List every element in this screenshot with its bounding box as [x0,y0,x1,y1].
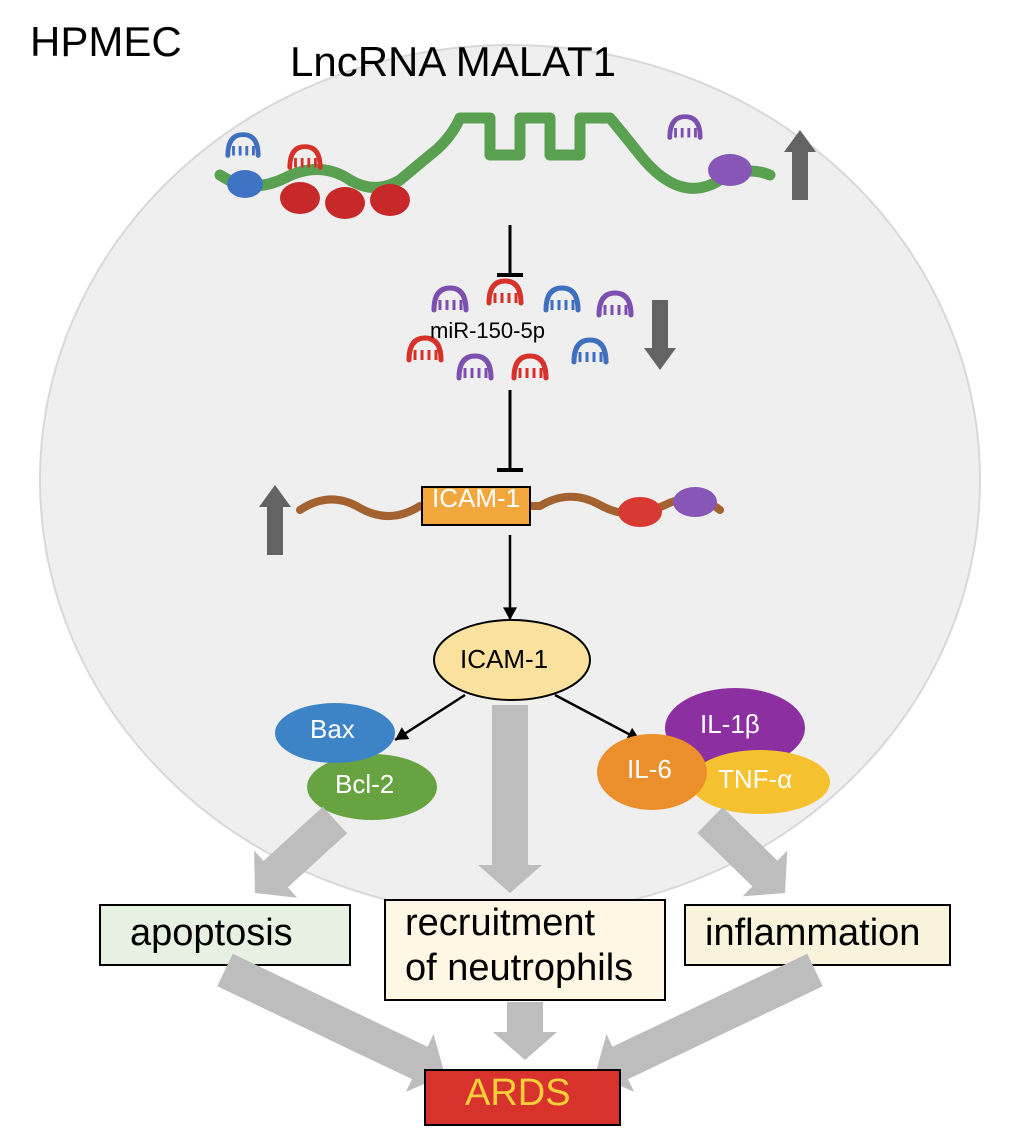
bax-label: Bax [310,714,355,745]
lncrna-bead [708,154,752,186]
lncrna-bead [325,187,365,219]
recruit_l1-label: recruitment [405,902,595,945]
reg-arrow [792,152,808,200]
icam-bead [618,497,662,527]
icam_box-label: ICAM-1 [432,483,520,514]
lncrna-bead [280,182,320,214]
reg-arrow [267,507,283,555]
il6-label: IL-6 [627,754,672,785]
tnfa-label: TNF-α [718,764,792,795]
inflammation-label: inflammation [705,912,920,955]
bcl2-label: Bcl-2 [335,769,394,800]
lncrna-bead [227,170,263,198]
recruit_l2-label: of neutrophils [405,947,633,990]
il1b-label: IL-1β [700,709,760,740]
mir-label: miR-150-5p [430,318,545,344]
reg-arrow [652,300,668,348]
icam_ell-label: ICAM-1 [460,644,548,675]
icam-bead [673,487,717,517]
lncrna-bead [370,184,410,216]
ards-label: ARDS [465,1072,571,1115]
lncrna-label: LncRNA MALAT1 [290,38,616,86]
hpmec-label: HPMEC [30,18,182,66]
fat-arrow [493,1002,557,1060]
apoptosis-label: apoptosis [130,912,293,955]
